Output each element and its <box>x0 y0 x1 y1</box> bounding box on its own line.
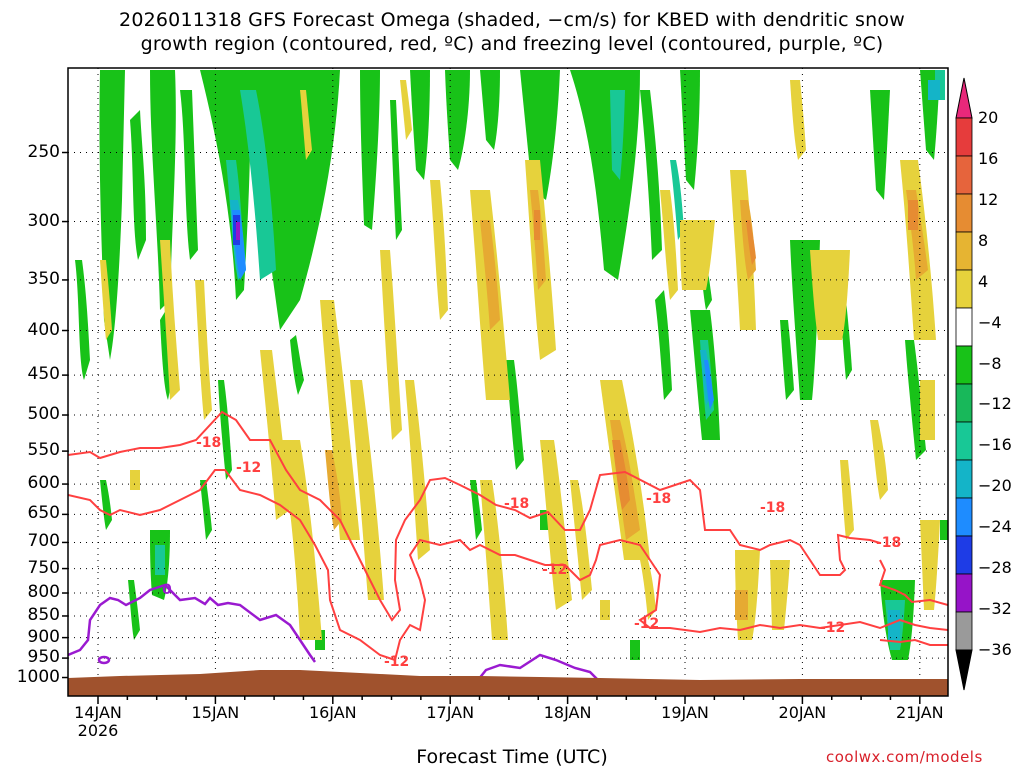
contour-label: -18 <box>196 435 221 451</box>
colorbar <box>955 77 973 691</box>
colorbar-segment <box>955 155 973 195</box>
chart-title-line-2: growth region (contoured, red, ºC) and f… <box>140 33 884 55</box>
contour-label: -12 <box>384 654 409 670</box>
colorbar-label: −16 <box>978 435 1012 455</box>
colorbar-segment <box>955 383 973 423</box>
colorbar-label: −4 <box>978 312 1002 332</box>
colorbar-segment <box>955 611 973 651</box>
chart-title-line-1: 2026011318 GFS Forecast Omega (shaded, −… <box>119 9 905 31</box>
contour-label: -12 <box>542 562 567 578</box>
y-tick-label: 1000 <box>16 666 60 687</box>
contour-zero <box>68 583 317 663</box>
y-tick-label: 800 <box>27 582 60 602</box>
colorbar-segment <box>955 307 973 347</box>
colorbar-segment <box>955 117 973 157</box>
contour-zero-b <box>477 653 599 681</box>
colorbar-label: 20 <box>978 108 999 127</box>
y-tick-label: 900 <box>27 626 60 647</box>
colorbar-segment <box>955 193 973 233</box>
contour-minus18b <box>878 559 948 606</box>
y-tick-label: 950 <box>27 647 60 668</box>
contour-minus12b <box>394 538 948 661</box>
x-tick-label: 20JAN <box>778 703 827 722</box>
freezing-level-contours <box>68 583 599 681</box>
colorbar-label: 8 <box>978 230 989 250</box>
y-tick-label: 300 <box>27 210 60 231</box>
contour-label: -12 <box>236 460 261 476</box>
colorbar-label: −28 <box>978 558 1012 578</box>
colorbar-segment <box>955 345 973 385</box>
colorbar-bottom-arrow <box>955 649 973 691</box>
contour-label: -18 <box>646 491 671 507</box>
x-axis-title: Forecast Time (UTC) <box>416 746 608 768</box>
x-tick-label: 18JAN <box>543 703 592 722</box>
omega-purple-patches <box>236 222 240 240</box>
colorbar-label: −24 <box>978 517 1012 537</box>
x-tick-label: 17JAN <box>426 703 475 722</box>
y-tick-label: 250 <box>27 141 60 162</box>
omega-orange-patches <box>534 200 918 510</box>
terrain <box>68 670 948 696</box>
contour-minus12c <box>879 638 948 646</box>
y-tick-label: 450 <box>27 364 60 385</box>
freezing-level-label: 0 <box>162 582 172 598</box>
plot-frame <box>67 67 949 697</box>
x-tick-label: 16JAN <box>308 703 357 722</box>
y-tick-label: 850 <box>27 604 60 625</box>
y-ticks <box>62 151 68 679</box>
y-tick-label: 750 <box>27 557 60 578</box>
y-tick-label: 600 <box>27 473 60 494</box>
colorbar-top-arrow <box>955 77 973 119</box>
x-tick-label: 14JAN 2026 <box>74 703 122 740</box>
contour-minus18 <box>68 410 881 622</box>
contour-zero-ring <box>97 655 111 665</box>
dgz-contours <box>68 410 948 661</box>
colorbar-segment <box>955 535 973 575</box>
y-tick-label: 400 <box>27 319 60 340</box>
credit-link[interactable]: coolwx.com/models <box>826 748 983 766</box>
y-tick-label: 650 <box>27 503 60 524</box>
y-tick-label: 700 <box>27 531 60 552</box>
contour-label: -12 <box>634 616 659 632</box>
y-tick-label: 350 <box>27 268 60 289</box>
colorbar-segment <box>955 269 973 309</box>
colorbar-label: −12 <box>978 394 1012 414</box>
colorbar-label: 4 <box>978 271 989 291</box>
x-tick-label: 15JAN <box>191 703 240 722</box>
colorbar-label: 12 <box>978 189 999 209</box>
y-tick-label: 550 <box>27 440 60 461</box>
colorbar-segment <box>955 459 973 499</box>
contour-label: -18 <box>760 500 785 516</box>
colorbar-segment <box>955 421 973 461</box>
omega-shading <box>75 70 948 660</box>
x-tick-label: 19JAN <box>661 703 709 722</box>
colorbar-segment <box>955 497 973 537</box>
colorbar-label: −32 <box>978 599 1012 619</box>
y-tick-label: 500 <box>27 404 60 424</box>
colorbar-segment <box>955 573 973 613</box>
colorbar-label: −8 <box>978 353 1002 373</box>
colorbar-label: −20 <box>978 476 1012 496</box>
x-tick-label: 21JAN <box>895 703 944 722</box>
x-ticks <box>97 696 921 704</box>
dgz-contour-labels: -18 -12 -12 -18 -12 -18 -12 -18 -12 -18 <box>196 435 901 670</box>
contour-minus12 <box>68 469 396 661</box>
contour-label: -18 <box>504 496 529 512</box>
colorbar-label: −36 <box>978 640 1012 659</box>
contour-label: -12 <box>820 620 845 636</box>
contour-label: -18 <box>876 535 901 551</box>
colorbar-label: 16 <box>978 148 999 168</box>
colorbar-segment <box>955 231 973 271</box>
